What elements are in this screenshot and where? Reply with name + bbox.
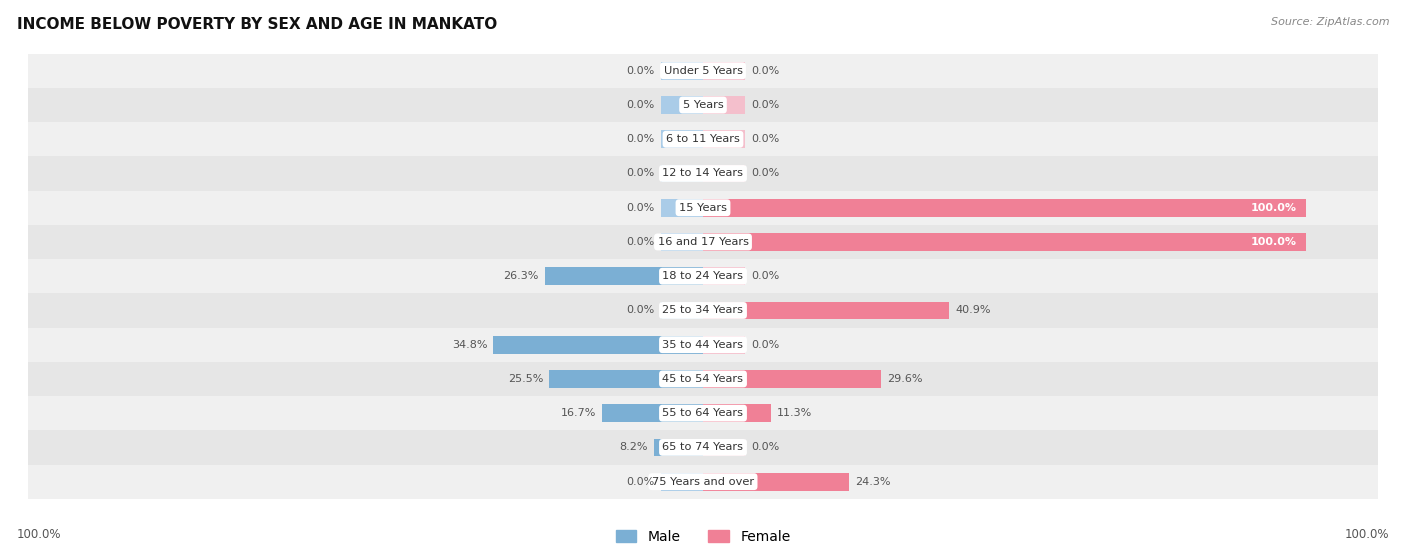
- Text: 0.0%: 0.0%: [627, 169, 655, 179]
- Text: 0.0%: 0.0%: [627, 477, 655, 487]
- Text: 40.9%: 40.9%: [956, 305, 991, 315]
- Bar: [703, 96, 745, 114]
- Bar: [654, 439, 703, 456]
- Text: 65 to 74 Years: 65 to 74 Years: [662, 442, 744, 453]
- Text: 16.7%: 16.7%: [561, 408, 596, 418]
- Bar: [0, 225, 1406, 259]
- Bar: [661, 199, 703, 217]
- Text: 0.0%: 0.0%: [751, 134, 779, 145]
- Text: 75 Years and over: 75 Years and over: [652, 477, 754, 487]
- Text: 0.0%: 0.0%: [751, 271, 779, 281]
- Text: 34.8%: 34.8%: [451, 340, 488, 350]
- Bar: [703, 267, 745, 285]
- Bar: [661, 473, 703, 490]
- Text: 0.0%: 0.0%: [751, 100, 779, 110]
- Text: 18 to 24 Years: 18 to 24 Years: [662, 271, 744, 281]
- Text: 0.0%: 0.0%: [627, 203, 655, 213]
- Bar: [0, 122, 1406, 156]
- Text: 0.0%: 0.0%: [751, 66, 779, 76]
- Bar: [550, 370, 703, 388]
- Text: 24.3%: 24.3%: [855, 477, 891, 487]
- Text: 8.2%: 8.2%: [619, 442, 648, 453]
- Bar: [703, 336, 745, 354]
- Bar: [703, 165, 745, 182]
- Bar: [0, 294, 1406, 328]
- Text: 6 to 11 Years: 6 to 11 Years: [666, 134, 740, 145]
- Bar: [0, 88, 1406, 122]
- Text: Under 5 Years: Under 5 Years: [664, 66, 742, 76]
- Bar: [703, 301, 949, 319]
- Text: 0.0%: 0.0%: [627, 237, 655, 247]
- Text: INCOME BELOW POVERTY BY SEX AND AGE IN MANKATO: INCOME BELOW POVERTY BY SEX AND AGE IN M…: [17, 17, 498, 32]
- Text: 25.5%: 25.5%: [508, 374, 543, 384]
- Text: 45 to 54 Years: 45 to 54 Years: [662, 374, 744, 384]
- Text: 100.0%: 100.0%: [1250, 203, 1296, 213]
- Bar: [703, 199, 1306, 217]
- Text: 0.0%: 0.0%: [627, 100, 655, 110]
- Bar: [0, 362, 1406, 396]
- Text: 35 to 44 Years: 35 to 44 Years: [662, 340, 744, 350]
- Bar: [703, 473, 849, 490]
- Text: 55 to 64 Years: 55 to 64 Years: [662, 408, 744, 418]
- Bar: [661, 62, 703, 80]
- Text: 5 Years: 5 Years: [683, 100, 723, 110]
- Bar: [703, 131, 745, 148]
- Text: Source: ZipAtlas.com: Source: ZipAtlas.com: [1271, 17, 1389, 27]
- Text: 12 to 14 Years: 12 to 14 Years: [662, 169, 744, 179]
- Text: 15 Years: 15 Years: [679, 203, 727, 213]
- Bar: [0, 259, 1406, 294]
- Text: 26.3%: 26.3%: [503, 271, 538, 281]
- Text: 25 to 34 Years: 25 to 34 Years: [662, 305, 744, 315]
- Text: 100.0%: 100.0%: [17, 528, 62, 541]
- Bar: [494, 336, 703, 354]
- Text: 0.0%: 0.0%: [751, 169, 779, 179]
- Legend: Male, Female: Male, Female: [610, 525, 796, 550]
- Bar: [661, 301, 703, 319]
- Bar: [661, 96, 703, 114]
- Text: 0.0%: 0.0%: [627, 305, 655, 315]
- Bar: [661, 165, 703, 182]
- Bar: [703, 439, 745, 456]
- Text: 16 and 17 Years: 16 and 17 Years: [658, 237, 748, 247]
- Text: 0.0%: 0.0%: [751, 442, 779, 453]
- Bar: [602, 404, 703, 422]
- Text: 0.0%: 0.0%: [627, 66, 655, 76]
- Bar: [0, 464, 1406, 499]
- Text: 0.0%: 0.0%: [751, 340, 779, 350]
- Text: 29.6%: 29.6%: [887, 374, 922, 384]
- Bar: [0, 396, 1406, 430]
- Bar: [703, 233, 1306, 251]
- Bar: [0, 156, 1406, 191]
- Text: 11.3%: 11.3%: [778, 408, 813, 418]
- Bar: [703, 370, 882, 388]
- Text: 100.0%: 100.0%: [1344, 528, 1389, 541]
- Bar: [0, 191, 1406, 225]
- Bar: [0, 328, 1406, 362]
- Text: 0.0%: 0.0%: [627, 134, 655, 145]
- Bar: [703, 62, 745, 80]
- Bar: [0, 430, 1406, 464]
- Bar: [703, 404, 770, 422]
- Bar: [661, 131, 703, 148]
- Bar: [661, 233, 703, 251]
- Bar: [0, 54, 1406, 88]
- Bar: [544, 267, 703, 285]
- Text: 100.0%: 100.0%: [1250, 237, 1296, 247]
